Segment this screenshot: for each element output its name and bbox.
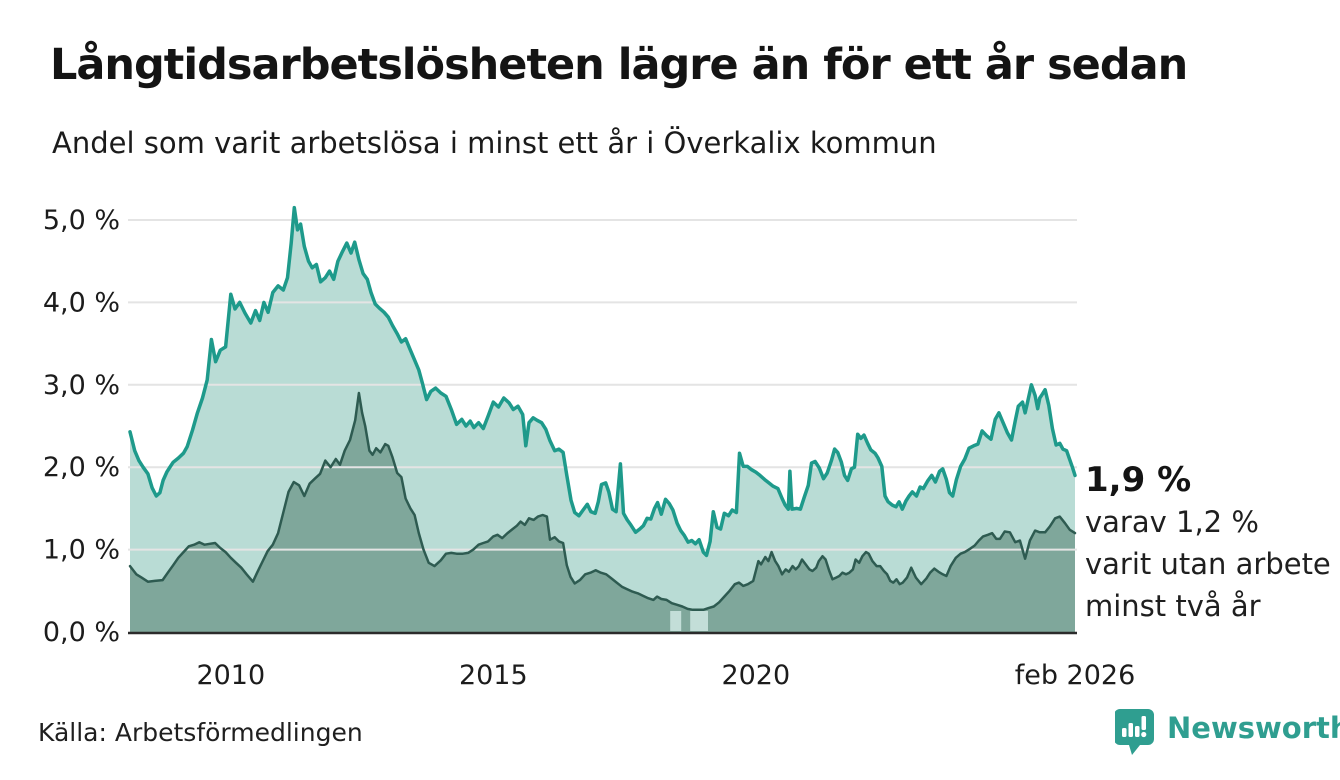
- end-value-detail-line1: varav 1,2 %: [1085, 505, 1259, 539]
- x-tick-label: 2010: [196, 660, 265, 691]
- end-value-detail-line2: varit utan arbete: [1085, 547, 1331, 581]
- series-2yr-line: [128, 391, 1077, 612]
- series-1yr-line: [128, 205, 1077, 558]
- x-tick-label: 2015: [459, 660, 528, 691]
- x-tick-label: feb 2026: [1015, 660, 1136, 691]
- source-credit: Källa: Arbetsförmedlingen: [38, 718, 363, 747]
- y-tick-label: 2,0 %: [43, 452, 120, 483]
- end-value-annotation: 1,9 % varav 1,2 % varit utan arbete mins…: [1085, 460, 1331, 626]
- y-tick-label: 1,0 %: [43, 535, 120, 566]
- y-tick-label: 4,0 %: [43, 287, 120, 318]
- page-subtitle: Andel som varit arbetslösa i minst ett å…: [52, 126, 937, 160]
- fill-gap: [670, 611, 682, 631]
- x-tick-label: 2020: [721, 660, 790, 691]
- newsworthy-icon: [1115, 709, 1154, 755]
- brand-name: Newsworthy: [1167, 711, 1340, 745]
- brand-logo: Newsworthy: [1115, 708, 1340, 756]
- page-title: Långtidsarbetslösheten lägre än för ett …: [50, 40, 1188, 90]
- series-2yr-area: [130, 393, 1075, 632]
- y-tick-label: 0,0 %: [43, 617, 120, 648]
- end-value-detail-line3: minst två år: [1085, 589, 1261, 623]
- fill-gap: [690, 611, 708, 631]
- end-value-total: 1,9 %: [1085, 460, 1192, 500]
- y-tick-label: 3,0 %: [43, 370, 120, 401]
- y-tick-label: 5,0 %: [43, 205, 120, 236]
